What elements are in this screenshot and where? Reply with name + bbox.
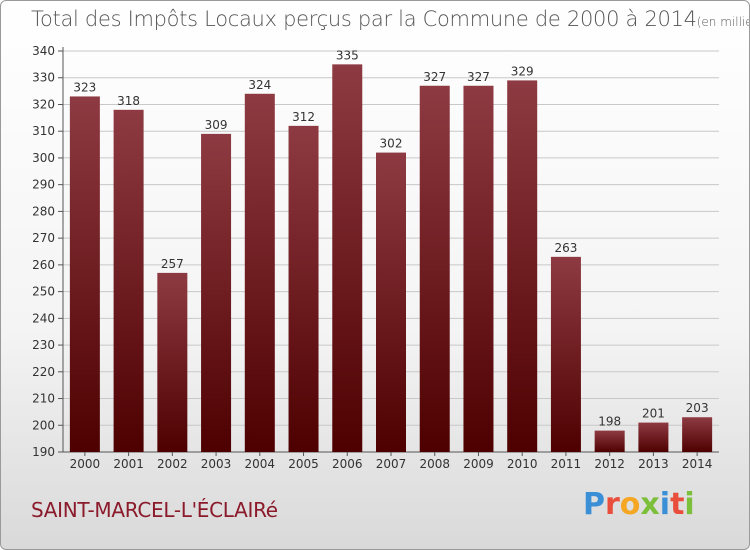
bar-value-label: 203 — [686, 401, 709, 415]
bar-value-label: 318 — [117, 94, 140, 108]
bar — [550, 256, 581, 452]
x-tick-label: 2005 — [288, 457, 319, 471]
bar-value-label: 257 — [161, 257, 184, 271]
bar — [244, 93, 275, 453]
bar-value-label: 324 — [248, 78, 271, 92]
bar — [157, 272, 188, 452]
bar-value-label: 263 — [554, 241, 577, 255]
y-tick-label: 270 — [32, 231, 55, 245]
bar-value-label: 309 — [205, 118, 228, 132]
bar-value-label: 312 — [292, 110, 315, 124]
proxiti-logo: Proxiti — [583, 487, 695, 522]
x-tick-label: 2004 — [245, 457, 276, 471]
y-tick-label: 250 — [32, 285, 55, 299]
y-tick-label: 190 — [32, 445, 55, 459]
logo-letter: x — [640, 487, 660, 522]
bar — [638, 422, 669, 452]
bar-value-label: 201 — [642, 407, 665, 421]
bar-value-label: 329 — [511, 64, 534, 78]
bar — [201, 133, 232, 452]
bar — [69, 96, 100, 453]
title-text: Total des Impôts Locaux perçus par la Co… — [31, 7, 697, 31]
y-tick-label: 210 — [32, 392, 55, 406]
bar — [463, 85, 494, 453]
x-tick-label: 2001 — [113, 457, 144, 471]
y-tick-label: 200 — [32, 418, 55, 432]
x-tick-label: 2007 — [376, 457, 407, 471]
y-tick-label: 320 — [32, 97, 55, 111]
bar — [419, 85, 450, 453]
y-tick-label: 300 — [32, 151, 55, 165]
bar — [594, 430, 625, 452]
logo-letter: r — [605, 487, 620, 522]
x-tick-label: 2008 — [419, 457, 450, 471]
chart-title: Total des Impôts Locaux perçus par la Co… — [31, 7, 749, 31]
x-tick-label: 2012 — [594, 457, 625, 471]
bar-value-label: 327 — [467, 70, 490, 84]
x-tick-label: 2000 — [70, 457, 101, 471]
y-tick-label: 290 — [32, 178, 55, 192]
bar — [507, 80, 538, 452]
y-tick-label: 310 — [32, 124, 55, 138]
x-tick-label: 2006 — [332, 457, 363, 471]
bar — [332, 64, 363, 452]
x-tick-label: 2003 — [201, 457, 232, 471]
y-tick-label: 260 — [32, 258, 55, 272]
bar-value-label: 302 — [380, 137, 403, 151]
bar — [682, 417, 713, 452]
logo-letter: t — [670, 487, 685, 522]
x-tick-label: 2009 — [463, 457, 494, 471]
y-tick-label: 240 — [32, 311, 55, 325]
x-tick-label: 2014 — [682, 457, 713, 471]
logo-letter: o — [619, 487, 641, 522]
y-tick-label: 220 — [32, 365, 55, 379]
logo-letter: i — [684, 487, 695, 522]
y-tick-label: 230 — [32, 338, 55, 352]
logo-letter: i — [659, 487, 671, 522]
bar-value-label: 327 — [423, 70, 446, 84]
x-tick-label: 2011 — [551, 457, 582, 471]
y-tick-label: 330 — [32, 71, 55, 85]
bar — [288, 125, 319, 452]
y-tick-label: 280 — [32, 204, 55, 218]
bar — [376, 152, 406, 452]
x-tick-label: 2002 — [157, 457, 188, 471]
logo-letter: P — [583, 487, 605, 522]
title-unit: (en milliers d'€) — [696, 15, 749, 29]
x-tick-label: 2010 — [507, 457, 538, 471]
bar-value-label: 335 — [336, 48, 359, 62]
bar-value-label: 198 — [598, 415, 621, 429]
bar-value-label: 323 — [73, 80, 96, 94]
bar — [113, 109, 144, 453]
y-tick-label: 340 — [32, 44, 55, 58]
x-tick-label: 2013 — [638, 457, 669, 471]
commune-name: SAINT-MARCEL-L'ÉCLAIRé — [31, 498, 278, 522]
